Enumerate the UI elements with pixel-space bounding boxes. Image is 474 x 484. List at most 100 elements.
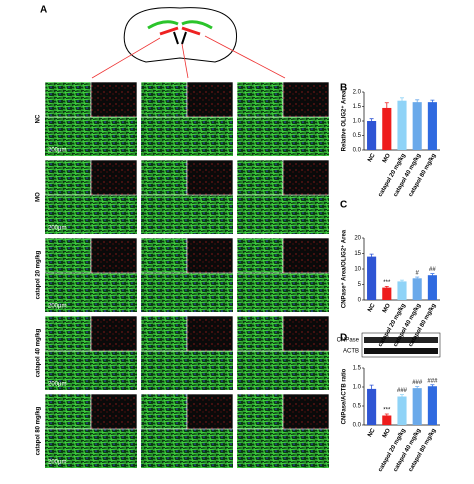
error-bar	[430, 273, 435, 277]
blot-label: CNPase	[337, 338, 360, 344]
bar	[367, 256, 377, 300]
inset-red	[90, 159, 138, 196]
inset-red	[282, 393, 330, 430]
y-tick-label: 1.0	[353, 119, 362, 125]
y-tick-label: 5	[358, 282, 362, 288]
brain-diagram	[91, 7, 286, 79]
panel-letter: B	[340, 83, 347, 94]
y-tick-label: 20	[354, 236, 361, 242]
error-bar	[430, 384, 435, 388]
bar	[367, 121, 377, 150]
significance: ###	[427, 378, 438, 384]
significance: ###	[412, 380, 423, 386]
y-tick-label: 1.5	[353, 104, 362, 110]
panel-letter: A	[40, 5, 47, 16]
significance: #	[416, 271, 420, 277]
error-bar	[430, 99, 435, 105]
inset-green	[236, 159, 284, 196]
error-bar	[400, 279, 404, 283]
inset-red	[282, 81, 330, 118]
inset-red	[186, 81, 234, 118]
y-tick-label: 0.5	[353, 133, 362, 139]
blot-label: ACTB	[343, 349, 359, 355]
inset-green	[236, 393, 284, 430]
bar	[397, 100, 407, 150]
error-bar	[384, 102, 389, 114]
panel-letter: D	[340, 333, 347, 344]
error-bar	[400, 97, 404, 104]
inset-green	[44, 393, 92, 430]
inset-green	[44, 315, 92, 352]
inset-green	[140, 315, 188, 352]
inset-green	[140, 237, 188, 274]
row-label: NC	[36, 114, 42, 123]
inset-green	[236, 81, 284, 118]
inset-green	[44, 237, 92, 274]
western-blot	[361, 332, 441, 358]
error-bar	[415, 276, 420, 280]
bar	[382, 415, 392, 425]
significance: ###	[397, 388, 408, 394]
x-tick-label: NC	[367, 302, 377, 313]
x-tick-label: NC	[367, 427, 377, 438]
bar	[382, 107, 392, 150]
y-tick-label: 15	[354, 251, 361, 257]
error-bar	[415, 386, 420, 390]
inset-red	[90, 81, 138, 118]
inset-green	[140, 393, 188, 430]
row-label: catapol 80 mg/kg	[36, 406, 42, 455]
significance: ##	[429, 267, 436, 273]
y-axis-label: CNPase/ACTB ratio	[342, 368, 348, 424]
y-tick-label: 0.0	[353, 423, 362, 429]
x-tick-label: MO	[382, 428, 392, 440]
significance: ***	[383, 280, 391, 286]
inset-red	[186, 237, 234, 274]
row-label: catapol 40 mg/kg	[36, 328, 42, 377]
inset-green	[44, 81, 92, 118]
inset-red	[186, 315, 234, 352]
error-bar	[369, 118, 374, 124]
scale-bar-label: 200μm	[48, 304, 66, 310]
x-tick-label: MO	[382, 303, 392, 315]
inset-green	[236, 237, 284, 274]
inset-red	[282, 315, 330, 352]
bar	[397, 281, 407, 300]
error-bar	[369, 384, 374, 393]
error-bar	[384, 413, 389, 418]
y-tick-label: 0	[358, 298, 362, 304]
bar	[427, 275, 437, 300]
inset-red	[186, 159, 234, 196]
error-bar	[415, 99, 420, 105]
y-tick-label: 1.0	[353, 385, 362, 391]
y-tick-label: 1.5	[353, 366, 362, 372]
y-tick-label: 0.5	[353, 404, 362, 410]
error-bar	[369, 253, 374, 260]
inset-green	[140, 159, 188, 196]
y-axis-label: CNPase⁺ Area/OLIG2⁺ Area	[341, 229, 348, 308]
inset-green	[236, 315, 284, 352]
error-bar	[384, 285, 389, 289]
inset-red	[282, 237, 330, 274]
y-tick-label: 10	[354, 267, 361, 273]
y-tick-label: 0.0	[353, 148, 362, 154]
micrograph-grid: NC 200μm MO 200μm catapol 20 mg/kg 200μm catap…	[36, 81, 330, 468]
scale-bar-label: 200μm	[48, 226, 66, 232]
inset-red	[90, 237, 138, 274]
bar	[427, 386, 437, 425]
inset-red	[90, 315, 138, 352]
significance: ***	[383, 408, 391, 414]
y-tick-label: 2.0	[353, 90, 362, 96]
bar	[367, 388, 377, 425]
scale-bar-label: 200μm	[48, 148, 66, 154]
inset-red	[186, 393, 234, 430]
x-tick-label: NC	[367, 152, 377, 163]
scale-bar-label: 200μm	[48, 460, 66, 466]
x-tick-label: MO	[382, 153, 392, 165]
panel-letter: C	[340, 200, 347, 211]
row-label: MO	[36, 192, 42, 202]
row-label: catapol 20 mg/kg	[36, 250, 42, 299]
inset-red	[90, 393, 138, 430]
inset-green	[44, 159, 92, 196]
bar	[427, 102, 437, 150]
